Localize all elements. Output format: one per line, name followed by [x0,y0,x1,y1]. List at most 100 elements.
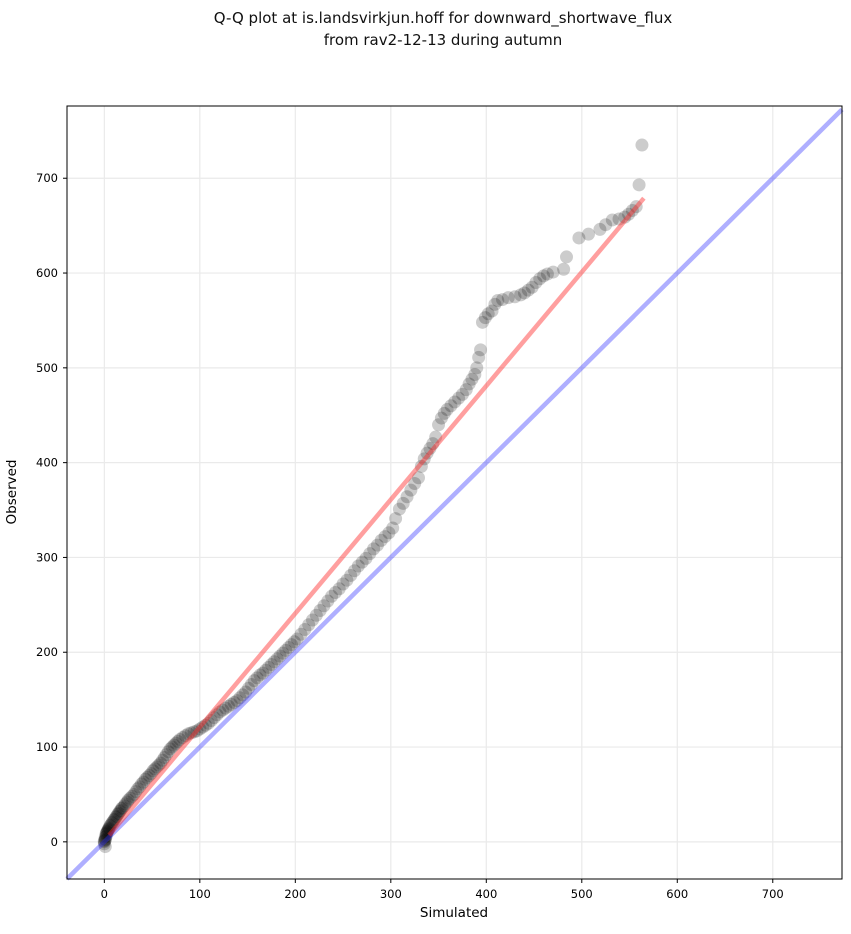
qq-point [144,767,158,781]
qq-point [216,703,230,717]
qq-point [112,806,126,820]
qq-point [150,760,164,774]
qq-point [501,291,515,305]
qq-point [219,701,233,715]
qq-point [163,742,177,756]
qq-point [440,403,454,417]
qq-point [169,736,183,750]
qq-point [478,311,492,325]
qq-point [332,582,346,596]
qq-point [488,297,502,311]
qq-point [120,795,134,809]
qq-point [557,262,571,276]
qq-point [287,635,301,649]
y-axis-label: Observed [4,460,20,525]
qq-point [282,640,296,654]
qq-point [370,538,384,552]
qq-point [159,748,173,762]
qq-point [529,276,543,290]
x-tick-label: 0 [101,887,108,901]
qq-point [396,496,410,510]
qq-point [302,618,316,632]
qq-point [193,722,207,736]
qq-point [521,283,535,297]
qq-point [210,708,224,722]
qq-point [344,568,358,582]
qq-point [173,732,187,746]
qq-point [572,231,586,245]
qq-point [378,530,392,544]
qq-point [546,265,560,279]
qq-point [167,738,181,752]
qq-point [224,697,238,711]
qq-point [540,267,554,281]
qq-point [468,367,482,381]
y-tick-label: 700 [36,171,58,185]
qq-point [325,589,339,603]
qq-point [432,418,446,432]
qq-point [470,361,484,375]
qq-point [196,720,210,734]
qq-point [131,782,145,796]
qq-point [111,807,125,821]
qq-point [270,652,284,666]
qq-point [420,446,434,460]
qq-point [367,542,381,556]
qq-point [103,819,117,833]
qq-point [123,791,137,805]
qq-point [593,222,607,236]
y-tick-label: 200 [36,645,58,659]
qq-point [336,577,350,591]
qq-point [455,387,469,401]
plot-border [66,105,843,880]
qq-point [404,483,418,497]
qq-point [444,399,458,413]
qq-point [98,830,112,844]
qq-point [250,671,264,685]
qq-point [181,727,195,741]
y-tick-label: 400 [36,456,58,470]
qq-point [306,613,320,627]
x-tick-label: 700 [762,887,784,901]
qq-point [136,775,150,789]
qq-point [239,685,253,699]
qq-point [279,643,293,657]
qq-point [389,512,403,526]
gridlines [67,106,842,879]
x-tick-label: 600 [666,887,688,901]
qq-point [98,840,112,854]
qq-point [107,813,121,827]
qq-point [508,290,522,304]
qq-point [625,203,639,217]
qq-point [129,785,143,799]
qq-point [118,797,132,811]
qq-point [514,288,528,302]
qq-point [204,713,218,727]
qq-point [525,280,539,294]
x-tick-label: 100 [189,887,211,901]
qq-point [400,490,414,504]
qq-point [207,711,221,725]
chart-title: Q-Q plot at is.landsvirkjun.hoff for dow… [34,7,851,51]
qq-point [309,608,323,622]
qq-point [115,802,129,816]
qq-point [605,213,619,227]
x-tick-label: 400 [475,887,497,901]
qq-point [98,832,112,846]
qq-point [133,780,147,794]
qq-point [227,695,241,709]
x-tick-label: 300 [380,887,402,901]
qq-point [100,824,114,838]
qq-point [236,688,250,702]
qq-point [114,804,128,818]
qq-point [233,691,247,705]
qq-point [340,573,354,587]
qq-point [622,207,636,221]
qq-point [632,178,646,192]
qq-point [273,649,287,663]
qq-point [298,622,312,636]
qq-point [496,293,510,307]
qq-point [284,638,298,652]
